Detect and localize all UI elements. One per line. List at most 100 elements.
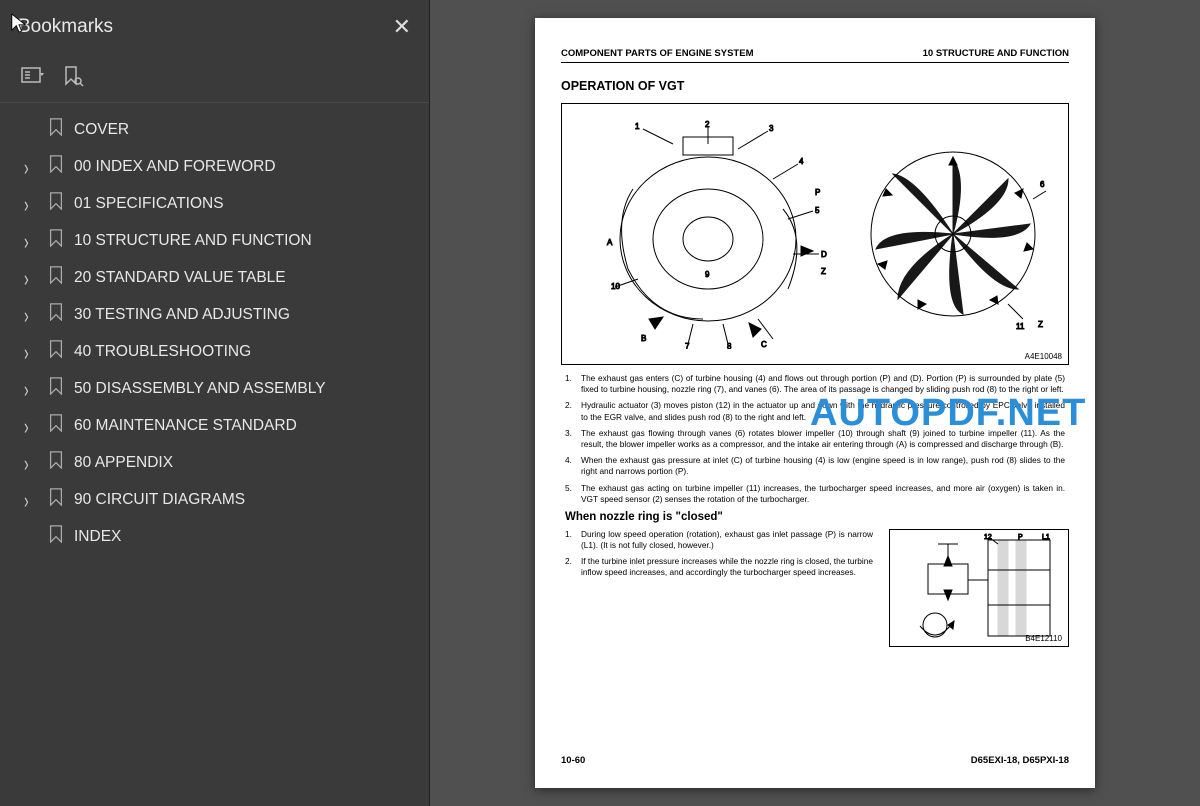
diagram2-id: B4E12110	[1025, 634, 1062, 643]
chevron-right-icon[interactable]: ›	[24, 339, 38, 365]
bookmark-icon	[48, 488, 64, 511]
footer-model: D65EXI-18, D65PXI-18	[971, 755, 1069, 766]
bookmark-icon	[48, 155, 64, 178]
svg-text:P: P	[1018, 534, 1023, 541]
list-number: 5.	[565, 483, 572, 494]
turbo-fan-drawing: 6 11 Z	[858, 129, 1048, 339]
chevron-right-icon[interactable]: ›	[24, 302, 38, 328]
bookmark-label: INDEX	[74, 528, 415, 546]
svg-text:5: 5	[815, 206, 820, 215]
closed-section: 1.During low speed operation (rotation),…	[561, 529, 1069, 647]
list-number: 3.	[565, 428, 572, 439]
svg-text:3: 3	[769, 124, 774, 133]
chevron-right-icon[interactable]: ›	[24, 191, 38, 217]
bookmark-item[interactable]: ›20 STANDARD VALUE TABLE	[4, 259, 425, 296]
list-number: 1.	[565, 373, 572, 384]
closed-list: 1.During low speed operation (rotation),…	[561, 529, 877, 579]
bookmark-tree: ›COVER›00 INDEX AND FOREWORD›01 SPECIFIC…	[0, 103, 429, 806]
svg-text:P: P	[815, 188, 820, 197]
bookmark-label: 80 APPENDIX	[74, 454, 415, 472]
bookmark-item[interactable]: › 40 TROUBLESHOOTING	[4, 333, 425, 370]
bookmark-icon	[48, 266, 64, 289]
bookmark-label: 40 TROUBLESHOOTING	[74, 343, 415, 361]
bookmark-label: 90 CIRCUIT DIAGRAMS	[74, 491, 415, 509]
close-icon[interactable]: ✕	[393, 14, 411, 40]
svg-text:7: 7	[685, 342, 690, 349]
bookmark-item[interactable]: › 00 INDEX AND FOREWORD	[4, 148, 425, 185]
bookmark-item[interactable]: › 90 CIRCUIT DIAGRAMS	[4, 481, 425, 518]
bookmarks-sidebar: Bookmarks ✕ ›COVER›00 INDEX AND FOREWORD…	[0, 0, 430, 806]
svg-text:L1: L1	[1042, 534, 1050, 541]
bookmark-label: COVER	[74, 121, 415, 139]
bookmark-item[interactable]: ›30 TESTING AND ADJUSTING	[4, 296, 425, 333]
sidebar-title: Bookmarks	[18, 16, 113, 38]
svg-text:D: D	[821, 250, 827, 259]
list-item: 2.Hydraulic actuator (3) moves piston (1…	[581, 400, 1065, 422]
chevron-right-icon[interactable]: ›	[24, 450, 38, 476]
page-footer: 10-60 D65EXI-18, D65PXI-18	[561, 755, 1069, 766]
bookmark-icon	[48, 229, 64, 252]
bookmark-item[interactable]: ›INDEX	[4, 518, 425, 555]
pdf-page: COMPONENT PARTS OF ENGINE SYSTEM 10 STRU…	[535, 18, 1095, 788]
turbo-crosssection-drawing: 1 2 3 4 5 P D Z C 8 7 B A 10 9	[583, 119, 833, 349]
bookmark-item[interactable]: ›COVER	[4, 111, 425, 148]
bookmark-label: 01 SPECIFICATIONS	[74, 195, 415, 213]
list-text: When the exhaust gas pressure at inlet (…	[581, 455, 1065, 476]
options-dropdown-icon[interactable]	[20, 64, 44, 88]
chevron-right-icon[interactable]: ›	[24, 376, 38, 402]
svg-text:Z: Z	[821, 267, 826, 276]
bookmark-icon	[48, 377, 64, 400]
find-bookmark-icon[interactable]	[60, 64, 84, 88]
svg-text:B: B	[641, 334, 646, 343]
svg-text:11: 11	[1016, 322, 1025, 331]
bookmark-icon	[48, 525, 64, 548]
bookmark-icon	[48, 451, 64, 474]
list-item: 4.When the exhaust gas pressure at inlet…	[581, 455, 1065, 477]
svg-text:8: 8	[727, 342, 732, 349]
list-text: During low speed operation (rotation), e…	[581, 529, 873, 550]
list-text: Hydraulic actuator (3) moves piston (12)…	[581, 400, 1065, 421]
list-number: 4.	[565, 455, 572, 466]
svg-text:2: 2	[705, 120, 710, 129]
diagram-closed: 12 P L1 B4E12110	[889, 529, 1069, 647]
bookmark-label: 60 MAINTENANCE STANDARD	[74, 417, 415, 435]
chevron-right-icon[interactable]: ›	[24, 265, 38, 291]
list-item: 5.The exhaust gas acting on turbine impe…	[581, 483, 1065, 505]
bookmark-label: 10 STRUCTURE AND FUNCTION	[74, 232, 415, 250]
list-item: 1.During low speed operation (rotation),…	[581, 529, 873, 551]
list-text: The exhaust gas acting on turbine impell…	[581, 483, 1065, 504]
pdf-viewer: AUTOPDF.NET COMPONENT PARTS OF ENGINE SY…	[430, 0, 1200, 806]
svg-text:Z: Z	[1038, 320, 1043, 329]
section-title: OPERATION OF VGT	[561, 79, 1069, 93]
list-text: If the turbine inlet pressure increases …	[581, 556, 873, 577]
svg-text:9: 9	[705, 270, 710, 279]
chevron-right-icon[interactable]: ›	[24, 413, 38, 439]
list-text: The exhaust gas flowing through vanes (6…	[581, 428, 1065, 449]
bookmark-item[interactable]: › 80 APPENDIX	[4, 444, 425, 481]
bookmark-label: 50 DISASSEMBLY AND ASSEMBLY	[74, 380, 415, 398]
bookmark-label: 00 INDEX AND FOREWORD	[74, 158, 415, 176]
bookmark-item[interactable]: › 50 DISASSEMBLY AND ASSEMBLY	[4, 370, 425, 407]
nozzle-diagram: 12 P L1	[890, 530, 1068, 646]
svg-text:A: A	[607, 238, 613, 247]
bookmark-item[interactable]: › 10 STRUCTURE AND FUNCTION	[4, 222, 425, 259]
bookmark-item[interactable]: › 60 MAINTENANCE STANDARD	[4, 407, 425, 444]
header-right: 10 STRUCTURE AND FUNCTION	[923, 48, 1069, 59]
chevron-right-icon[interactable]: ›	[24, 154, 38, 180]
operation-list: 1.The exhaust gas enters (C) of turbine …	[561, 373, 1069, 505]
subheading: When nozzle ring is "closed"	[565, 511, 1069, 523]
svg-text:1: 1	[635, 122, 640, 131]
svg-text:4: 4	[799, 157, 804, 166]
bookmark-item[interactable]: › 01 SPECIFICATIONS	[4, 185, 425, 222]
list-item: 1.The exhaust gas enters (C) of turbine …	[581, 373, 1065, 395]
header-left: COMPONENT PARTS OF ENGINE SYSTEM	[561, 48, 753, 59]
svg-text:C: C	[761, 340, 767, 349]
bookmark-icon	[48, 303, 64, 326]
diagram-id: A4E10048	[1025, 352, 1062, 361]
chevron-right-icon[interactable]: ›	[24, 487, 38, 513]
bookmark-icon	[48, 118, 64, 141]
chevron-right-icon[interactable]: ›	[24, 228, 38, 254]
svg-text:12: 12	[984, 534, 992, 541]
sidebar-header: Bookmarks ✕	[0, 0, 429, 54]
page-header: COMPONENT PARTS OF ENGINE SYSTEM 10 STRU…	[561, 48, 1069, 63]
